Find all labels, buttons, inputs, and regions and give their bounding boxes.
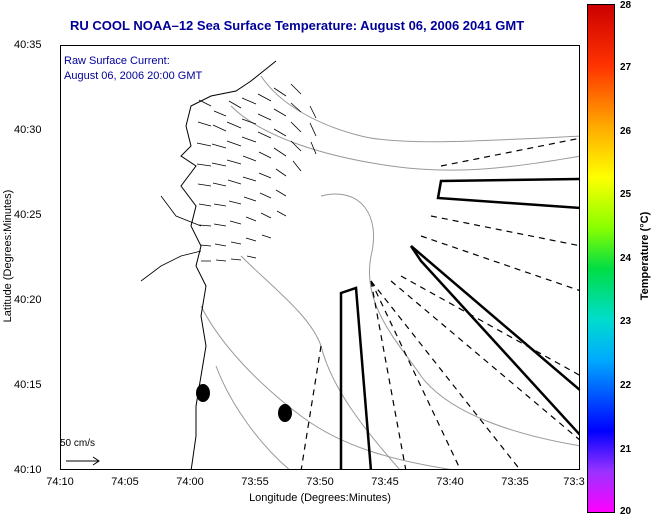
colorbar-tick-label: 28 (620, 0, 632, 11)
colorbar (587, 4, 615, 513)
x-tick-label: 74:05 (111, 476, 139, 488)
scale-label: 50 cm/s (60, 438, 96, 449)
chart-title: RU COOL NOAA–12 Sea Surface Temperature:… (70, 18, 525, 33)
colorbar-tick-label: 26 (620, 126, 632, 137)
bathymetry-contour (230, 105, 579, 171)
colorbar-tick-label: 20 (620, 506, 632, 517)
x-tick-label: 74:00 (176, 476, 204, 488)
coastline (180, 60, 277, 469)
x-tick-label: 73:45 (371, 476, 399, 488)
y-axis-label: Latitude (Degrees:Minutes) (2, 189, 14, 323)
bathymetry-contour (240, 255, 400, 469)
station-marker (196, 384, 210, 402)
river-inlet (140, 195, 202, 282)
colorbar-tick-label: 23 (620, 316, 632, 327)
map-plot-area (60, 45, 580, 470)
colorbar-tick-label: 22 (620, 380, 632, 391)
bathymetry-contour (320, 193, 579, 447)
annotation-line-1: Raw Surface Current: (64, 55, 170, 67)
bathymetry-contour (215, 365, 290, 469)
x-tick-label: 73:55 (241, 476, 269, 488)
x-tick-label: 73:50 (306, 476, 334, 488)
radar-wedge (436, 177, 579, 210)
surface-current-vectors (196, 83, 317, 262)
colorbar-tick-label: 27 (620, 62, 632, 73)
colorbar-tick-label: 24 (620, 253, 632, 264)
dashed-radial-lines (300, 137, 579, 469)
x-tick-label: 73:3 (563, 476, 585, 488)
y-tick-label: 40:20 (14, 294, 42, 306)
colorbar-tick-label: 21 (620, 444, 632, 455)
colorbar-tick-label: 25 (620, 189, 632, 200)
x-axis-label: Longitude (Degrees:Minutes) (249, 492, 391, 504)
y-tick-label: 40:25 (14, 209, 42, 221)
bathymetry-contour (200, 305, 452, 469)
x-tick-label: 74:10 (46, 476, 74, 488)
annotation-line-2: August 06, 2006 20:00 GMT (64, 70, 203, 82)
x-tick-label: 73:35 (501, 476, 529, 488)
bathymetry-contour (260, 75, 579, 143)
radar-wedge (339, 286, 373, 469)
y-tick-label: 40:10 (14, 464, 42, 476)
station-marker (278, 404, 292, 422)
y-tick-label: 40:35 (14, 39, 42, 51)
x-tick-label: 73:40 (436, 476, 464, 488)
y-tick-label: 40:15 (14, 379, 42, 391)
radar-wedge (409, 245, 579, 436)
map-svg (66, 60, 579, 469)
scale-arrow (66, 456, 100, 466)
y-tick-label: 40:30 (14, 124, 42, 136)
colorbar-label: Temperature (°C) (639, 211, 651, 301)
